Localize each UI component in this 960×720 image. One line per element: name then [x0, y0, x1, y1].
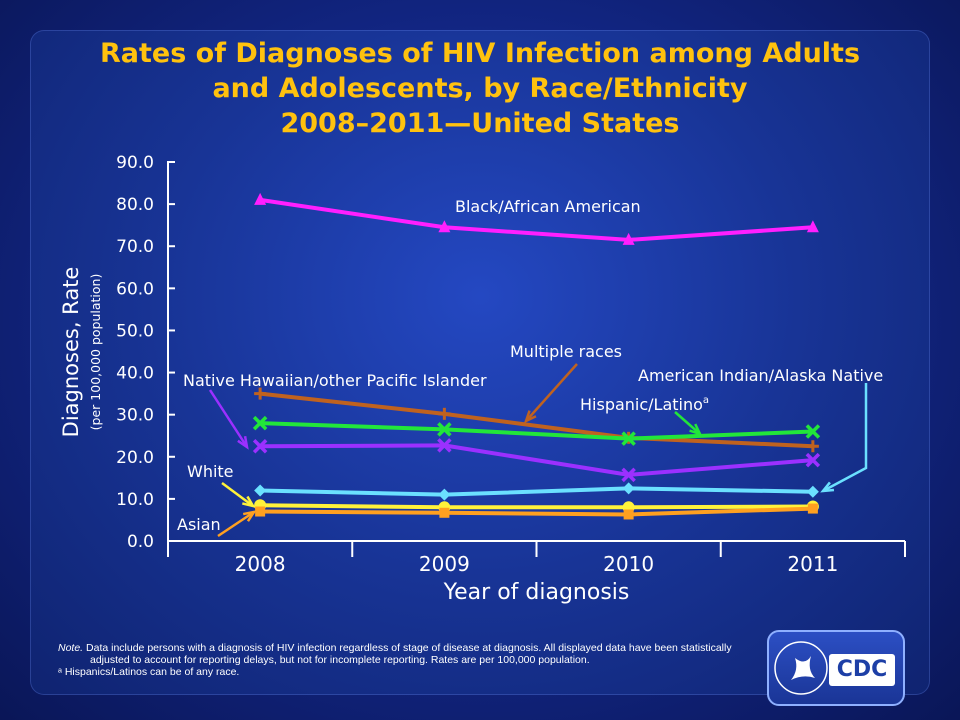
arrow-aian: [822, 383, 868, 493]
arrow-asian-head: [242, 510, 257, 522]
arrow-aian-head: [820, 481, 835, 493]
footnote-a: ᵃ Hispanics/Latinos can be of any race.: [58, 666, 240, 678]
data-point-diamond: [806, 485, 819, 498]
y-axis-title: Diagnoses, Rate: [59, 267, 83, 438]
y-tick-label: 80.0: [116, 195, 154, 215]
y-tick-label: 90.0: [116, 153, 154, 173]
label-nhopi: Native Hawaiian/other Pacific Islander: [183, 371, 487, 390]
data-point-diamond: [254, 484, 267, 497]
data-point-square: [255, 506, 266, 517]
data-point-x: [252, 439, 268, 454]
x-tick-label: 2011: [787, 552, 838, 576]
x-tick-label: 2009: [419, 552, 470, 576]
label-black-african-american: Black/African American: [455, 197, 641, 216]
data-point-triangle: [438, 220, 451, 233]
data-point-x: [621, 431, 636, 446]
y-tick-label: 50.0: [116, 321, 154, 341]
data-point-triangle: [806, 220, 819, 233]
arrow-white: [221, 481, 254, 508]
y-axis-subtitle: (per 100,000 population): [88, 274, 103, 431]
data-point-triangle: [622, 232, 635, 245]
series-line: [259, 391, 813, 449]
series-0: [254, 192, 819, 245]
data-point-x: [621, 467, 636, 483]
data-point-diamond: [622, 482, 635, 495]
data-point-square: [439, 507, 450, 518]
arrow-hispanic: [674, 411, 701, 435]
cdc-wordmark: CDC: [829, 654, 895, 686]
series-line: [260, 486, 813, 497]
arrow-asian: [217, 510, 255, 538]
title-line-1: Rates of Diagnoses of HIV Infection amon…: [99, 38, 861, 69]
footnotes: Note. Data include persons with a diagno…: [58, 642, 758, 678]
label-white: White: [187, 462, 234, 481]
note-body-text: Data include persons with a diagnosis of…: [83, 642, 732, 666]
series-line: [259, 197, 814, 242]
data-point-x: [805, 424, 821, 439]
y-tick-label: 20.0: [116, 448, 154, 468]
series-4: [254, 482, 819, 501]
data-point-triangle: [254, 192, 267, 205]
arrow-multiple-races: [525, 363, 578, 422]
arrow-nhopi: [208, 389, 249, 448]
title-line-3: 2008–2011—United States: [280, 108, 680, 139]
arrow-nhopi-head: [237, 435, 249, 450]
series-3: [252, 438, 821, 483]
series-6: [255, 503, 818, 520]
y-tick-label: 70.0: [116, 237, 154, 257]
arrow-white-head: [242, 495, 256, 508]
series-line: [260, 503, 813, 510]
label-american-indian-alaska-native: American Indian/Alaska Native: [638, 366, 883, 385]
series-2: [252, 415, 821, 446]
axes: 0.0 10.0 20.0 30.0 40.0 50.0 60.0 70.0 80.0 90.0 2…: [59, 153, 906, 605]
data-point-x: [252, 415, 268, 431]
data-point-square: [623, 509, 634, 520]
label-asian: Asian: [177, 515, 221, 534]
y-tick-label: 60.0: [116, 279, 154, 299]
hhs-cdc-logo: CDC: [767, 630, 905, 706]
label-hispanic-latino: Hispanic/Latinoa: [580, 395, 709, 414]
series-1: [254, 387, 819, 453]
annotations: Black/African American Multiple races Hisp…: [177, 197, 883, 538]
y-tick-label: 0.0: [127, 532, 154, 552]
y-tick-label: 10.0: [116, 490, 154, 510]
hhs-eagle-icon: [774, 641, 828, 695]
data-point-x: [805, 452, 821, 468]
chart-title: Rates of Diagnoses of HIV Infection amon…: [40, 36, 920, 141]
title-line-2: and Adolescents, by Race/Ethnicity: [212, 73, 748, 104]
note-text: Note. Data include persons with a diagno…: [58, 642, 758, 666]
y-tick-label: 40.0: [116, 364, 154, 384]
slide-panel: [30, 30, 930, 695]
label-hispanic-superscript: a: [703, 395, 709, 406]
data-point-square: [807, 503, 818, 514]
x-tick-label: 2010: [603, 552, 654, 576]
data-point-x: [437, 438, 452, 453]
y-tick-label: 30.0: [116, 406, 154, 426]
note-label: Note.: [58, 642, 84, 654]
series-line: [260, 443, 814, 477]
x-axis-title: Year of diagnosis: [443, 580, 630, 605]
series-line: [260, 506, 813, 517]
data-point-diamond: [438, 488, 451, 501]
x-tick-label: 2008: [235, 552, 286, 576]
data-point-x: [437, 422, 452, 437]
series-layer: [252, 192, 821, 520]
label-multiple-races: Multiple races: [510, 342, 622, 361]
arrow-multiple-races-head: [523, 410, 537, 424]
series-line: [260, 421, 813, 441]
